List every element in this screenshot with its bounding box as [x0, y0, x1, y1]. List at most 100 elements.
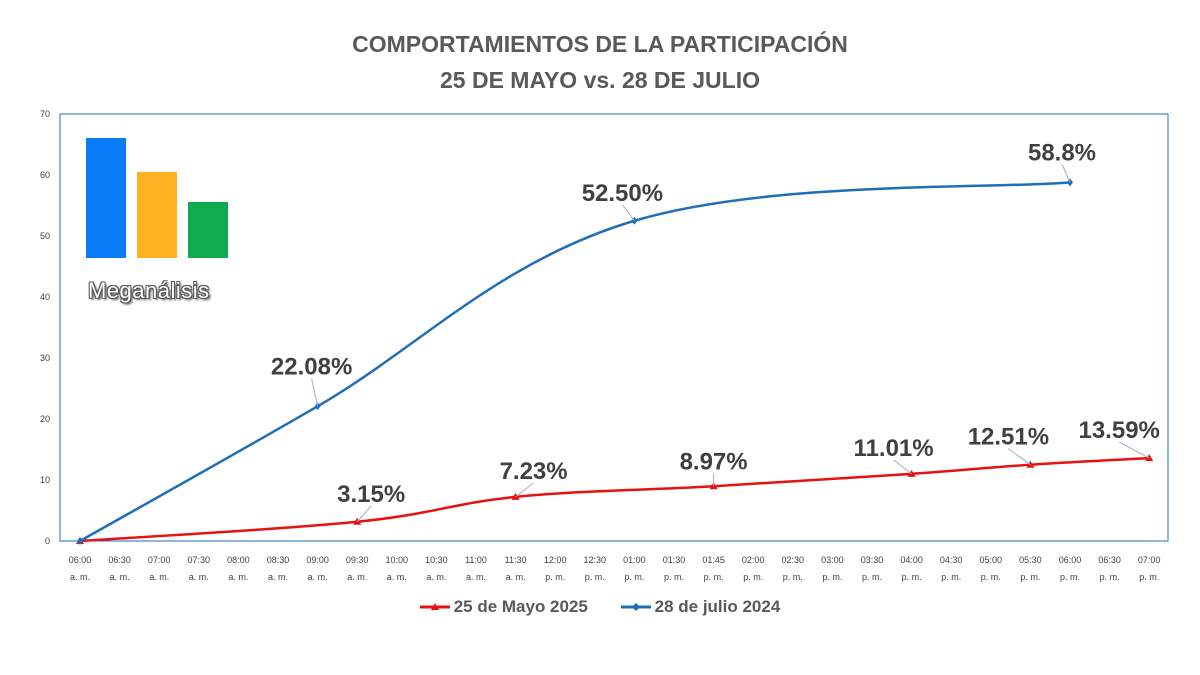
x-tick-label-period: a. m.	[268, 572, 288, 582]
x-tick-label-period: p. m.	[585, 572, 605, 582]
x-tick-label-time: 01:30	[663, 555, 686, 565]
y-tick-label: 60	[40, 170, 50, 180]
data-label: 52.50%	[582, 180, 663, 207]
data-label: 12.51%	[968, 424, 1049, 451]
series-lines	[76, 178, 1154, 545]
data-label: 7.23%	[500, 458, 568, 485]
meganalisis-logo: Meganálisis	[86, 138, 236, 308]
label-leader-line	[893, 459, 912, 475]
x-tick-label-period: p. m.	[704, 572, 724, 582]
series-line-1	[79, 181, 1071, 543]
x-tick-label-time: 10:00	[386, 555, 409, 565]
x-tick-label-period: a. m.	[228, 572, 248, 582]
x-tick-label-time: 11:30	[505, 555, 527, 565]
plot-area-frame	[59, 113, 1169, 542]
x-tick-label-time: 05:00	[980, 555, 1003, 565]
data-point	[77, 537, 83, 545]
y-tick-label: 20	[40, 414, 50, 424]
data-label: 8.97%	[680, 448, 748, 475]
x-tick-label-time: 06:00	[69, 555, 92, 565]
y-tick-label: 40	[40, 292, 50, 302]
data-label: 58.8%	[1028, 139, 1096, 166]
x-tick-label-time: 12:30	[584, 555, 607, 565]
x-tick-label-period: a. m.	[347, 572, 367, 582]
x-tick-label-period: a. m.	[387, 572, 407, 582]
x-axis: 06:00 a. m. 06:30 a. m. 07:00 a. m. 07:30 a. m.…	[69, 555, 1161, 582]
x-tick-label-period: p. m.	[862, 572, 882, 582]
x-tick-label-period: p. m.	[941, 572, 961, 582]
x-tick-label-period: p. m.	[822, 572, 842, 582]
data-label: 11.01%	[854, 435, 934, 462]
logo-text: Meganálisis	[88, 278, 210, 303]
x-tick-label-time: 03:30	[861, 555, 884, 565]
x-tick-label-time: 07:00	[1138, 555, 1161, 565]
x-tick-label-period: p. m.	[981, 572, 1001, 582]
x-tick-label-time: 02:30	[782, 555, 805, 565]
x-tick-label-time: 03:00	[821, 555, 844, 565]
x-tick-label-period: p. m.	[1139, 572, 1159, 582]
x-tick-label-period: p. m.	[1060, 572, 1080, 582]
x-tick-label-time: 08:00	[227, 555, 250, 565]
x-tick-label-time: 09:00	[306, 555, 329, 565]
label-leader-line	[356, 505, 372, 523]
data-label: 3.15%	[337, 481, 405, 508]
x-tick-label-time: 07:30	[188, 555, 211, 565]
x-tick-label-time: 11:00	[465, 555, 487, 565]
data-label: 13.59%	[1078, 417, 1159, 444]
legend-item-2024: 28 de julio 2024	[620, 597, 781, 617]
x-tick-label-time: 01:45	[702, 555, 725, 565]
x-tick-label-time: 05:30	[1019, 555, 1042, 565]
series-line-0	[79, 456, 1150, 543]
label-leader-line	[1008, 448, 1031, 466]
x-tick-label-period: a. m.	[110, 572, 130, 582]
x-tick-label-time: 04:00	[900, 555, 923, 565]
legend-swatch-2024	[620, 603, 651, 611]
x-tick-label-time: 06:30	[1098, 555, 1121, 565]
x-tick-label-time: 01:00	[623, 555, 646, 565]
x-tick-label-period: p. m.	[743, 572, 763, 582]
label-leader-line	[1118, 441, 1150, 459]
legend: 25 de Mayo 2025 28 de julio 2024	[0, 597, 1200, 618]
label-leader-line	[515, 482, 534, 498]
x-tick-label-period: p. m.	[1100, 572, 1120, 582]
x-tick-label-period: a. m.	[70, 572, 90, 582]
x-tick-label-time: 10:30	[425, 555, 448, 565]
legend-label-2025: 25 de Mayo 2025	[453, 597, 588, 616]
legend-swatch-2025	[419, 603, 450, 610]
x-tick-label-period: p. m.	[902, 572, 922, 582]
y-tick-label: 50	[40, 231, 50, 241]
label-leader-line	[622, 204, 635, 222]
x-tick-label-period: p. m.	[1020, 572, 1040, 582]
x-tick-label-period: a. m.	[308, 572, 328, 582]
legend-item-2025: 25 de Mayo 2025	[419, 597, 588, 617]
legend-label-2024: 28 de julio 2024	[654, 597, 781, 616]
logo-bar-blue	[86, 138, 126, 258]
chart-title-line-2: 25 DE MAYO vs. 28 DE JULIO	[439, 67, 760, 93]
x-tick-label-time: 06:30	[108, 555, 131, 565]
data-label: 22.08%	[271, 353, 352, 380]
logo-bar-orange	[137, 172, 177, 258]
x-tick-label-time: 07:00	[148, 555, 171, 565]
x-tick-label-period: a. m.	[149, 572, 169, 582]
y-axis: 0 10 20 30 40 50 60 70	[40, 109, 50, 546]
chart-title: COMPORTAMIENTOS DE LA PARTICIPACIÓN 25 D…	[0, 26, 1200, 98]
y-tick-label: 0	[45, 536, 50, 546]
x-tick-label-period: p. m.	[664, 572, 684, 582]
x-tick-label-period: p. m.	[783, 572, 803, 582]
y-tick-label: 10	[40, 475, 50, 485]
x-tick-label-period: p. m.	[545, 572, 565, 582]
x-tick-label-period: p. m.	[624, 572, 644, 582]
x-tick-label-period: a. m.	[506, 572, 526, 582]
x-tick-label-time: 09:30	[346, 555, 369, 565]
x-tick-label-time: 06:00	[1059, 555, 1082, 565]
x-tick-label-period: a. m.	[189, 572, 209, 582]
x-tick-label-time: 08:30	[267, 555, 290, 565]
label-leader-line	[1061, 164, 1071, 183]
chart-title-line-1: COMPORTAMIENTOS DE LA PARTICIPACIÓN	[352, 31, 848, 57]
data-labels: 3.15% 7.23% 8.97% 11.01% 12.51% 13.59% 22.08% 5…	[271, 139, 1160, 523]
label-leader-line	[311, 378, 319, 407]
x-tick-label-period: a. m.	[426, 572, 446, 582]
y-tick-label: 30	[40, 353, 50, 363]
x-tick-label-time: 12:00	[544, 555, 567, 565]
